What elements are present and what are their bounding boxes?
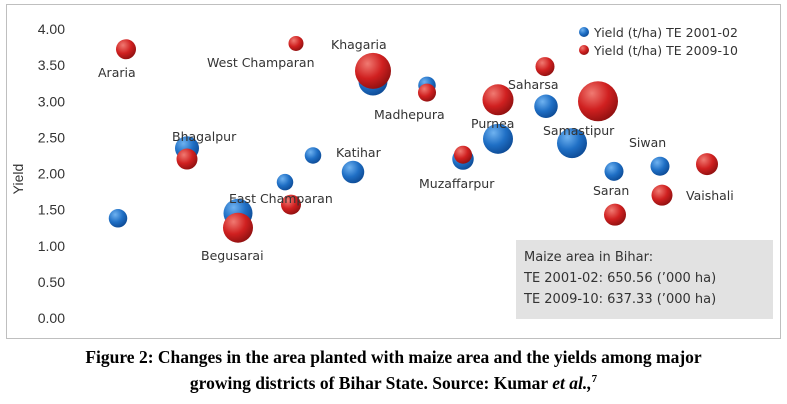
bubble-2009-begusarai (223, 212, 253, 243)
district-label-muzaffarpur: Muzaffarpur (419, 176, 495, 191)
y-tick-label: 0.50 (38, 274, 65, 290)
caption-line-2-text: growing districts of Bihar State. Source… (189, 372, 553, 393)
y-tick-label: 2.00 (38, 166, 65, 182)
bubble-2009-siwan (696, 153, 718, 176)
district-label-samastipur: Samastipur (543, 123, 615, 138)
district-label-saharsa: Saharsa (508, 77, 559, 92)
bubble-2001-araria (108, 209, 128, 228)
caption-line-2: growing districts of Bihar State. Source… (0, 368, 787, 394)
data-points (108, 35, 718, 243)
district-label-khagaria: Khagaria (331, 37, 387, 52)
y-axis: 0.00 0.50 1.00 1.50 2.00 2.50 3.00 3.50 4.00 (38, 21, 65, 326)
district-label-siwan: Siwan (629, 135, 666, 150)
bubble-2009-madhepura (418, 83, 436, 102)
bubble-2009-khagaria (355, 52, 391, 89)
info-box-line-2009: TE 2009-10: 637.33 (’000 ha) (523, 292, 716, 307)
caption-reference-number: 7 (591, 373, 598, 385)
bubble-2001-purnea (483, 123, 513, 154)
bubble-2009-west-champaran (288, 35, 304, 51)
bubble-2001-west-champaran (304, 147, 322, 164)
chart-frame: 0.00 0.50 1.00 1.50 2.00 2.50 3.00 3.50 4.00 Yie… (6, 4, 781, 339)
district-label-saran: Saran (593, 183, 629, 198)
bubble-2001-katihar (341, 160, 365, 184)
info-box-title: Maize area in Bihar: (524, 250, 653, 265)
bubble-2001-siwan (650, 156, 670, 176)
district-label-katihar: Katihar (336, 145, 382, 160)
legend-label-2001: Yield (t/ha) TE 2001-02 (593, 25, 738, 40)
info-box-line-2001: TE 2001-02: 650.56 (’000 ha) (523, 271, 716, 286)
bubble-2001-east-champaran (276, 173, 294, 191)
bubble-chart: 0.00 0.50 1.00 1.50 2.00 2.50 3.00 3.50 4.00 Yie… (10, 21, 773, 326)
caption-citation: et al., (552, 372, 592, 393)
bubble-2009-muzaffarpur (454, 145, 472, 164)
info-box: Maize area in Bihar: TE 2001-02: 650.56 … (516, 240, 773, 319)
caption-line-1: Figure 2: Changes in the area planted wi… (85, 347, 702, 367)
y-axis-label: Yield (10, 164, 26, 195)
figure-caption: Figure 2: Changes in the area planted wi… (0, 346, 787, 394)
legend-marker-2001 (579, 27, 589, 37)
bubble-2009-bhagalpur (176, 148, 198, 170)
y-tick-label: 0.00 (38, 310, 65, 326)
bubble-2009-araria (116, 39, 136, 60)
y-tick-label: 2.50 (38, 129, 65, 145)
bubble-2001-saharsa (534, 94, 558, 119)
bubble-2001-samastipur (557, 128, 587, 159)
district-label-east-champaran: East Champaran (229, 191, 333, 206)
bubble-2009-samastipur (578, 81, 618, 122)
y-tick-label: 3.50 (38, 57, 65, 73)
y-tick-label: 4.00 (38, 21, 65, 37)
bubble-2009-purnea (482, 84, 514, 116)
district-label-araria: Araria (98, 65, 136, 80)
legend-label-2009: Yield (t/ha) TE 2009-10 (593, 43, 738, 58)
y-tick-label: 1.50 (38, 202, 65, 218)
bubble-2009-vaishali (651, 184, 673, 206)
bubble-2009-saharsa (535, 57, 555, 77)
district-label-vaishali: Vaishali (686, 188, 734, 203)
bubble-2001-saran (604, 161, 624, 181)
district-label-madhepura: Madhepura (374, 107, 445, 122)
bubble-2009-east-champaran (281, 194, 301, 215)
y-tick-label: 1.00 (38, 238, 65, 254)
y-tick-label: 3.00 (38, 93, 65, 109)
district-label-bhagalpur: Bhagalpur (172, 129, 237, 144)
district-label-purnea: Purnea (471, 116, 514, 131)
legend-marker-2009 (579, 45, 589, 55)
bubble-2009-saran (604, 203, 626, 226)
district-labels: Araria West Champaran Khagaria Madhepura Sah… (98, 37, 734, 263)
info-box-background (516, 240, 773, 319)
legend: Yield (t/ha) TE 2001-02 Yield (t/ha) TE … (579, 25, 738, 58)
district-label-begusarai: Begusarai (201, 248, 264, 263)
district-label-west-champaran: West Champaran (207, 55, 315, 70)
